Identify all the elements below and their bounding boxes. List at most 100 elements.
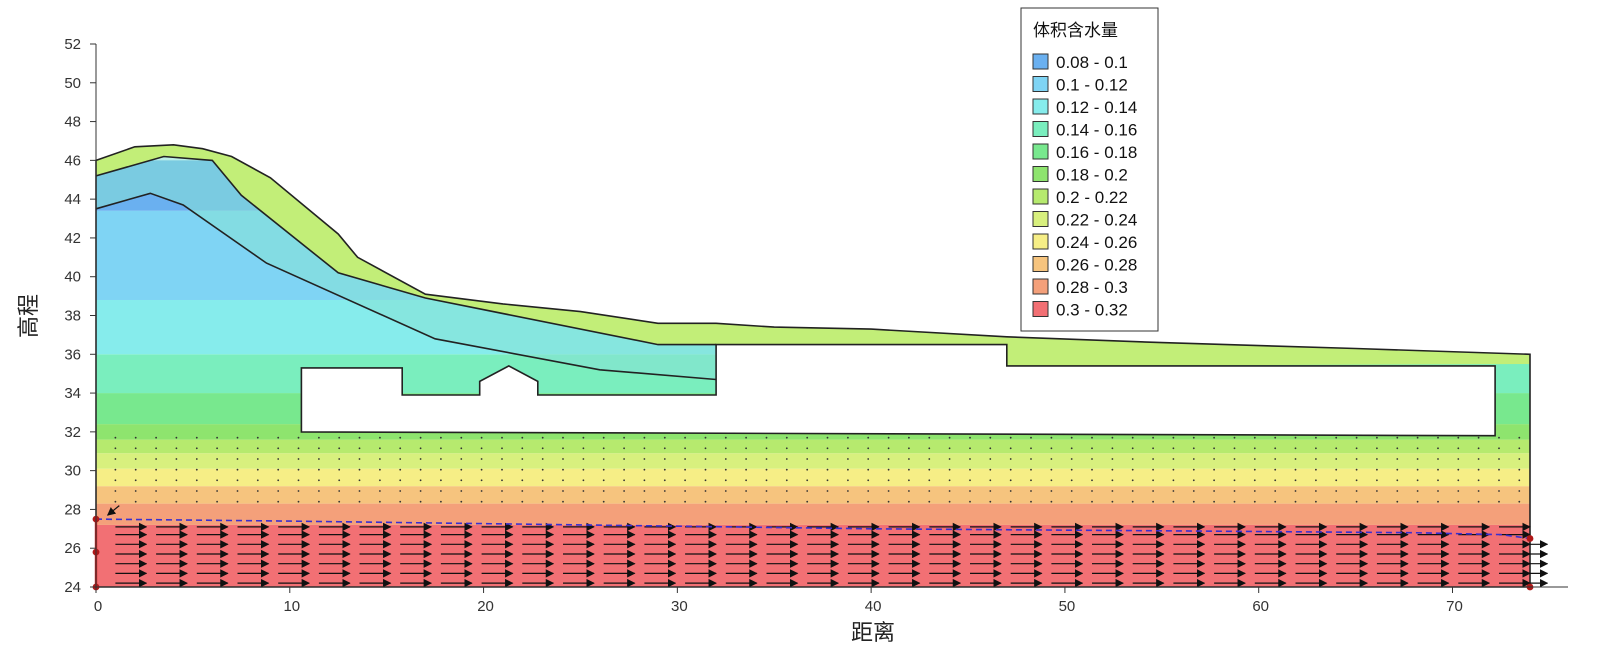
flow-dot [1152, 436, 1154, 439]
legend-swatch [1032, 166, 1049, 182]
flow-dot [1518, 447, 1521, 450]
flow-dot [582, 500, 585, 503]
legend-label: 0.14 - 0.16 [1056, 121, 1137, 140]
flow-dot [704, 500, 707, 503]
flow-dot [765, 447, 768, 450]
flow-dot [1009, 447, 1012, 450]
flow-dot [1030, 468, 1032, 471]
flow-dot [1009, 490, 1012, 492]
flow-dot [297, 447, 300, 450]
flow-dot [887, 447, 890, 450]
flow-dot [1192, 500, 1195, 503]
flow-dot [1498, 447, 1500, 450]
x-tick-label: 30 [671, 598, 688, 615]
sub-surface-layer-band [96, 156, 717, 380]
flow-dot [1477, 436, 1480, 439]
flow-dot [989, 447, 992, 450]
flow-dot [1172, 436, 1175, 439]
flow-dot [1172, 458, 1175, 460]
moisture-band [96, 453, 1530, 469]
flow-dot [1355, 458, 1358, 460]
flow-dot [419, 500, 422, 503]
flow-dot [663, 500, 666, 503]
flow-dot [277, 490, 280, 492]
flow-dot [1355, 490, 1358, 492]
flow-dot [1253, 490, 1256, 492]
flow-dot [1416, 458, 1419, 460]
legend-label: 0.28 - 0.3 [1056, 278, 1128, 297]
flow-dot [704, 436, 707, 439]
flow-dot [602, 458, 605, 460]
flow-dot [1213, 447, 1215, 450]
flow-dot [114, 479, 117, 482]
flow-dot [785, 436, 788, 439]
flow-dot [1172, 468, 1175, 471]
flow-dot [582, 490, 585, 492]
flow-dot [195, 436, 198, 439]
flow-dot [318, 458, 320, 460]
x-tick-label: 20 [477, 598, 494, 615]
flow-dot [358, 500, 361, 503]
flow-dot [256, 490, 259, 492]
boundary-node [1526, 535, 1534, 542]
flow-dot [663, 479, 666, 482]
flow-dot [1152, 500, 1154, 503]
flow-dot [928, 479, 931, 482]
flow-dot [1274, 468, 1277, 471]
flow-dot [1335, 458, 1338, 460]
flow-dot [1131, 447, 1134, 450]
phreatic-line [95, 518, 1531, 540]
flow-dot [1233, 468, 1236, 471]
flow-dot [318, 447, 320, 450]
flow-dot [1315, 458, 1317, 460]
flow-dot [1416, 500, 1419, 503]
flow-dot [765, 490, 768, 492]
flow-dot [236, 458, 239, 460]
flow-dot [562, 458, 564, 460]
flow-dot [704, 479, 707, 482]
flow-dot [1376, 490, 1378, 492]
flow-dot [480, 468, 483, 471]
flow-dot [1437, 490, 1439, 492]
flow-dot [1172, 500, 1175, 503]
flow-dot [155, 468, 158, 471]
flow-dot [1253, 436, 1256, 439]
flow-dot [134, 458, 137, 460]
flow-dot [1091, 490, 1093, 492]
flow-dot [908, 447, 910, 450]
flow-dot [1457, 447, 1460, 450]
flow-dot [1192, 458, 1195, 460]
flow-dot [277, 479, 280, 482]
flow-dot [1152, 490, 1154, 492]
flow-dot [1050, 447, 1053, 450]
flow-dot [318, 490, 320, 492]
flow-dot [1131, 479, 1134, 482]
flow-dot [501, 490, 503, 492]
flow-dot [1213, 458, 1215, 460]
flow-dot [216, 500, 219, 503]
flow-dot [684, 500, 686, 503]
flow-dot [358, 490, 361, 492]
flow-dot [1335, 447, 1338, 450]
flow-dot [765, 436, 768, 439]
flow-dot [989, 468, 992, 471]
flow-dot [562, 490, 564, 492]
flow-dot [1050, 490, 1053, 492]
flow-dot [1315, 436, 1317, 439]
flow-dot [1355, 436, 1358, 439]
flow-dot [175, 436, 178, 439]
flow-dot [582, 447, 585, 450]
flow-dot [1274, 490, 1277, 492]
flow-dot [969, 490, 971, 492]
flow-dot [1213, 490, 1215, 492]
flow-dot [765, 458, 768, 460]
flow-dot [623, 479, 625, 482]
flow-dot [1253, 500, 1256, 503]
flow-dot [602, 468, 605, 471]
flow-dot [1477, 447, 1480, 450]
flow-dot [826, 479, 829, 482]
flow-dot [1315, 468, 1317, 471]
flow-dot [541, 458, 544, 460]
x-tick-label: 70 [1446, 598, 1463, 615]
flow-dot [826, 500, 829, 503]
